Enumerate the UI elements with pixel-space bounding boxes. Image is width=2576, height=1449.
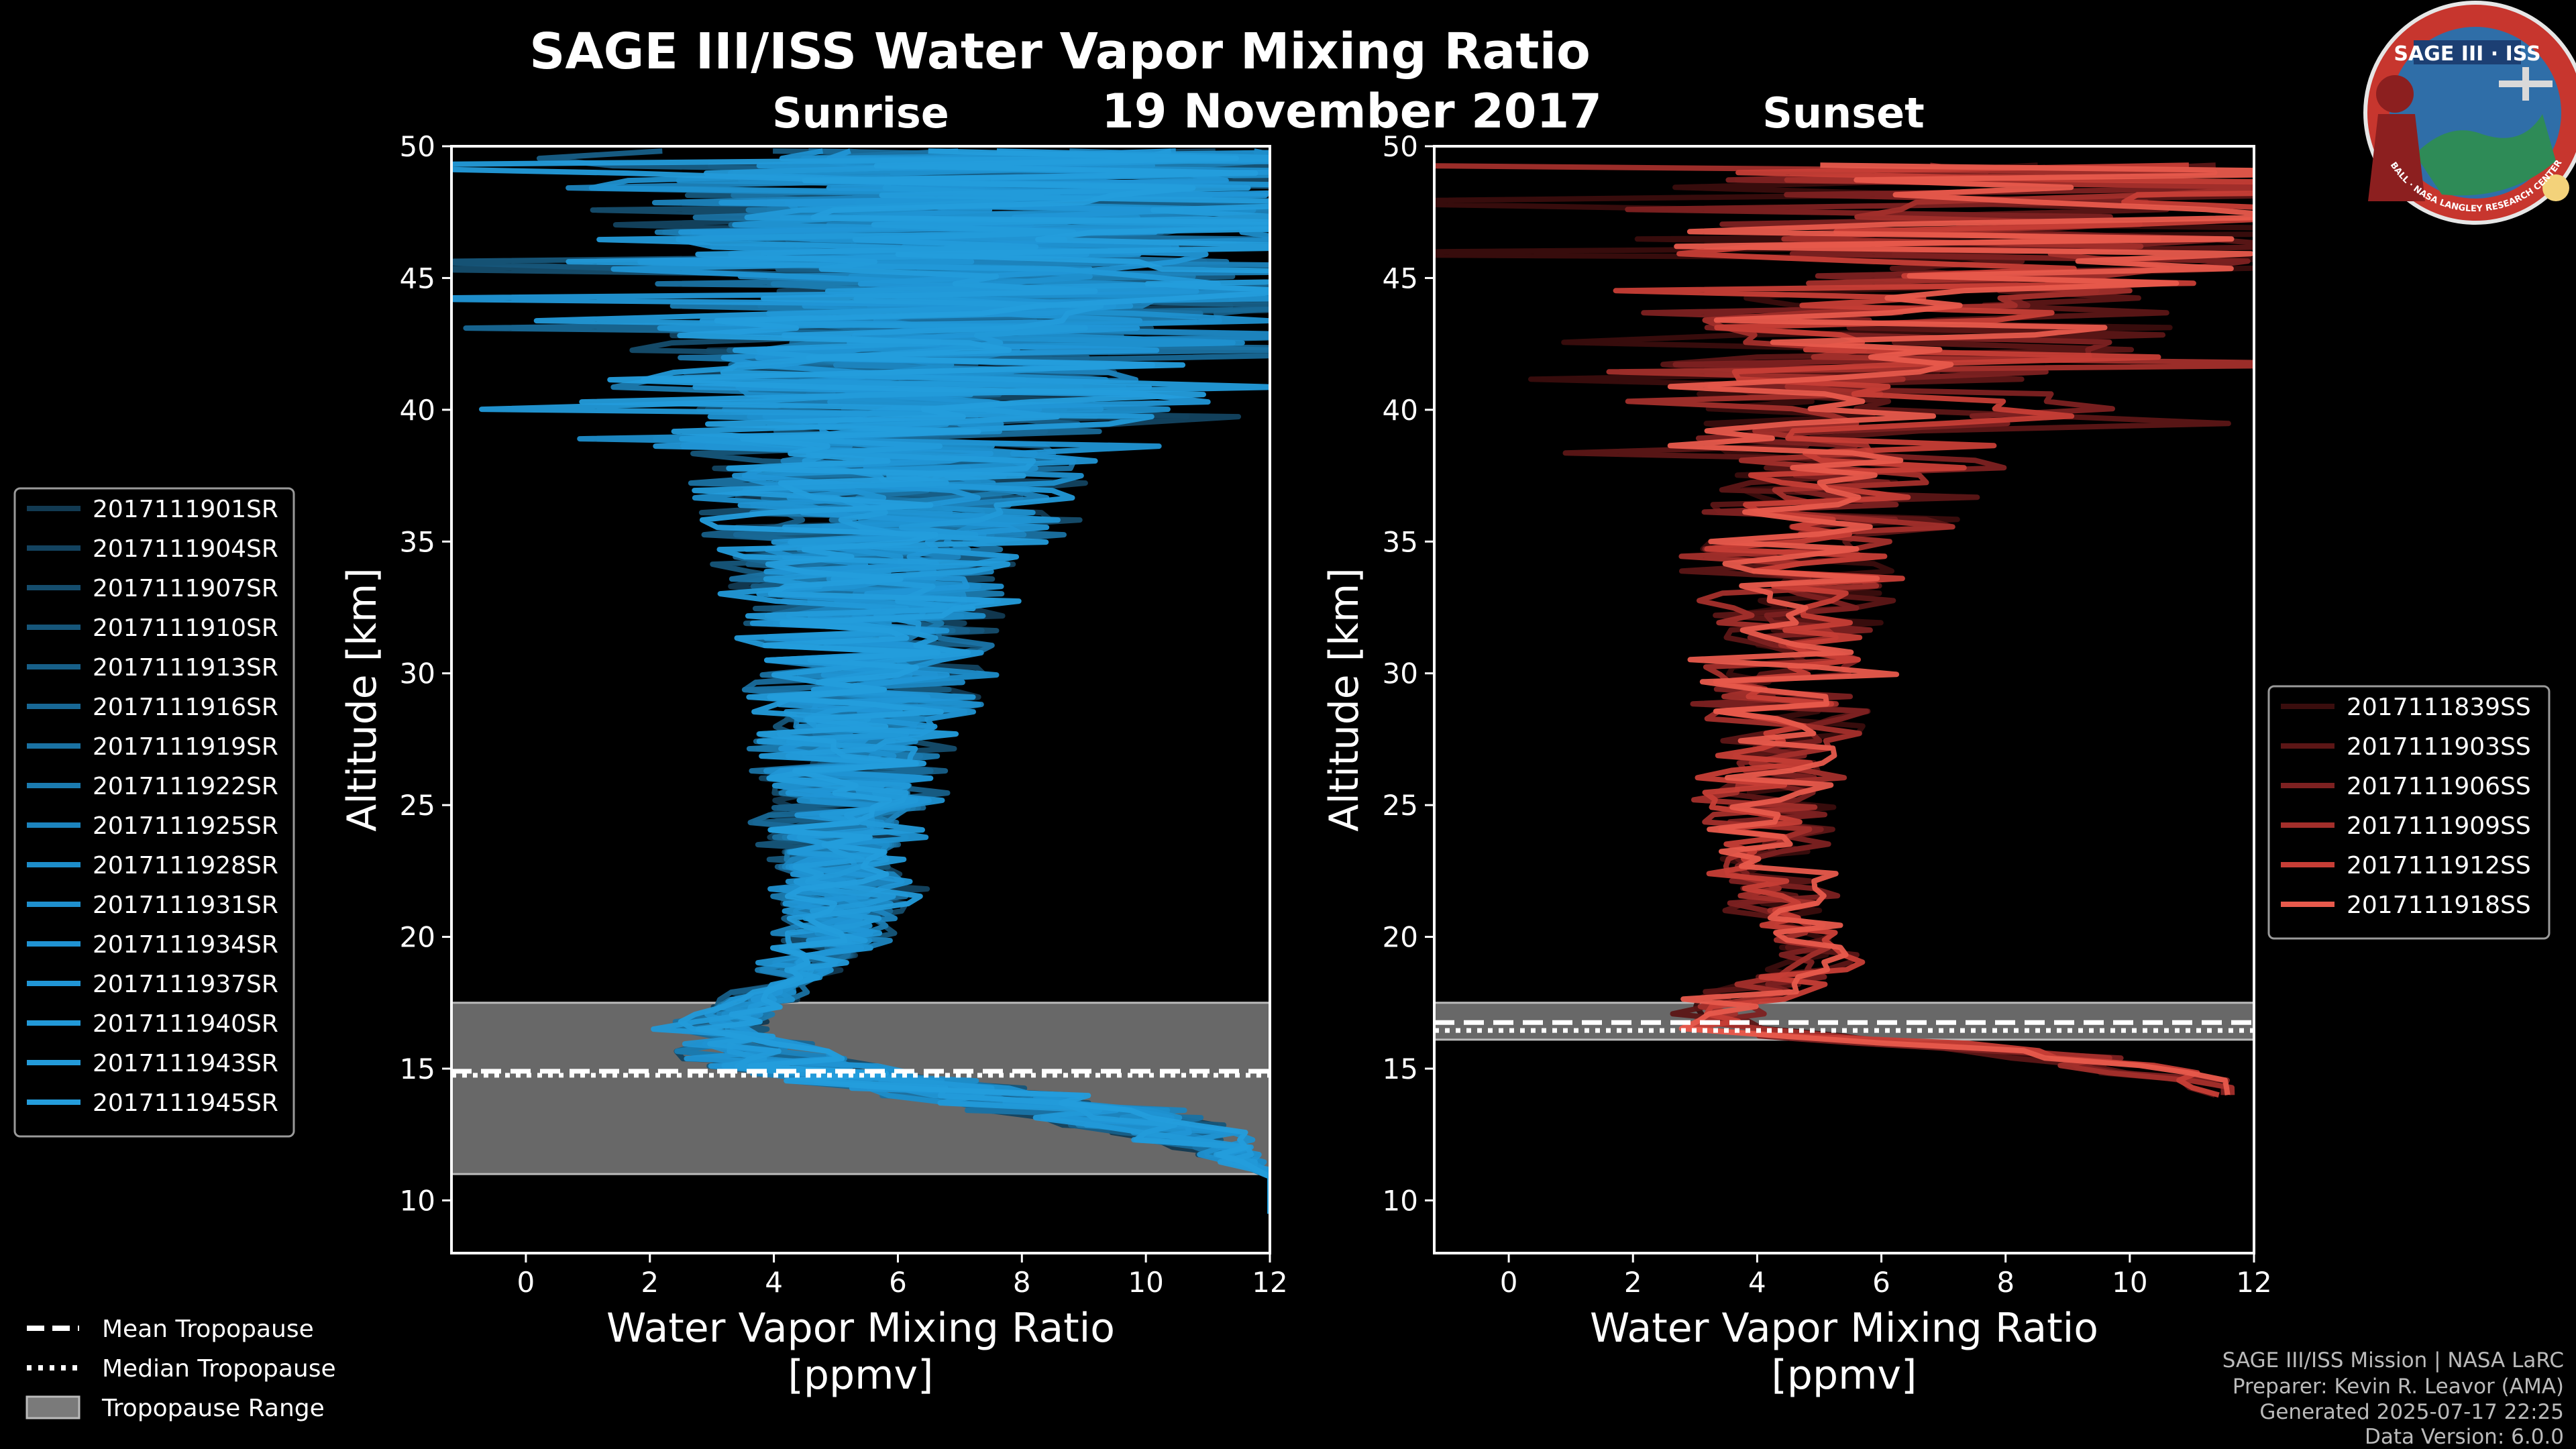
legend-label-2017111839SS: 2017111839SS <box>2347 694 2531 721</box>
y-tick-label: 40 <box>1383 394 1418 427</box>
legend-label-2017111943SR: 2017111943SR <box>93 1050 278 1077</box>
profile-line-2017111909SS <box>1434 163 2254 1095</box>
y-tick-label: 45 <box>400 262 435 294</box>
legend-label-2017111918SS: 2017111918SS <box>2347 892 2531 919</box>
legend-label-2017111906SS: 2017111906SS <box>2347 773 2531 800</box>
profile-line-2017111912SS <box>1613 162 2254 1098</box>
sunrise-plot-area <box>451 148 1270 1214</box>
sunset-legend: 2017111839SS 2017111903SS 2017111906SS 2017… <box>2267 685 2551 940</box>
credit-generated: Generated 2025-07-17 22:25 <box>2259 1400 2564 1424</box>
legend-label-2017111934SR: 2017111934SR <box>93 931 278 959</box>
x-tick-label: 12 <box>2236 1266 2271 1299</box>
legend-label-2017111925SR: 2017111925SR <box>93 812 278 840</box>
sunrise-xlabel-line2: [ppmv] <box>788 1352 934 1399</box>
sunrise-ylabel: Altitude [km] <box>339 568 386 832</box>
x-tick-label: 10 <box>2112 1266 2147 1299</box>
x-tick-label: 0 <box>1500 1266 1518 1299</box>
sunset-plot-area <box>1434 162 2254 1098</box>
y-tick-label: 15 <box>400 1053 435 1085</box>
y-tick-label: 30 <box>1383 657 1418 690</box>
x-tick-label: 4 <box>1748 1266 1766 1299</box>
sunrise-legend: 2017111901SR 2017111904SR 2017111907SR 2017… <box>13 487 295 1138</box>
x-tick-label: 10 <box>1128 1266 1163 1299</box>
y-tick-label: 20 <box>400 921 435 954</box>
sunrise-axes-frame <box>450 145 1271 1254</box>
legend-label-2017111937SR: 2017111937SR <box>93 971 278 998</box>
legend-label-2017111907SR: 2017111907SR <box>93 575 278 602</box>
sunrise-ticks: 0 2 4 6 8 10 12 10 15 20 25 30 35 40 45 50 <box>400 130 1288 1299</box>
y-tick-label: 35 <box>1383 525 1418 558</box>
x-tick-label: 8 <box>1013 1266 1031 1299</box>
legend-range-swatch <box>25 1395 80 1419</box>
sunset-xlabel-line1: Water Vapor Mixing Ratio <box>1590 1305 2098 1352</box>
logo-text: SAGE III · ISS <box>2394 42 2540 66</box>
y-tick-label: 25 <box>1383 789 1418 822</box>
legend-label-patch: Tropopause Range <box>101 1395 325 1422</box>
legend-label-2017111916SR: 2017111916SR <box>93 694 278 721</box>
sage-figure-icon <box>2376 75 2414 113</box>
credit-mission: SAGE III/ISS Mission | NASA LaRC <box>2222 1348 2564 1373</box>
y-tick-label: 40 <box>400 394 435 427</box>
legend-label-2017111903SS: 2017111903SS <box>2347 733 2531 761</box>
sunset-chart: 0 2 4 6 8 10 12 10 15 20 25 30 35 40 45 50 Water Vapor … <box>1321 130 2272 1399</box>
legend-label-2017111904SR: 2017111904SR <box>93 535 278 563</box>
sunset-ticks: 0 2 4 6 8 10 12 10 15 20 25 30 35 40 45 50 <box>1383 130 2272 1299</box>
legend-label-2017111919SR: 2017111919SR <box>93 733 278 761</box>
legend-label-2017111913SR: 2017111913SR <box>93 654 278 682</box>
sunset-ylabel: Altitude [km] <box>1321 568 1368 832</box>
x-tick-label: 4 <box>765 1266 783 1299</box>
sun-icon <box>2542 174 2569 201</box>
sunrise-chart: 0 2 4 6 8 10 12 10 15 20 25 30 35 40 45 50 Water Vapor … <box>339 130 1288 1399</box>
sunset-label: Sunset <box>1762 89 1925 138</box>
y-tick-label: 50 <box>1383 130 1418 163</box>
sunset-xlabel-line2: [ppmv] <box>1772 1352 1917 1399</box>
tropopause-legend: Mean Tropopause Median Tropopause Tropopau… <box>25 1316 336 1422</box>
legend-label-2017111901SR: 2017111901SR <box>93 496 278 523</box>
x-tick-label: 0 <box>517 1266 535 1299</box>
legend-label-2017111910SR: 2017111910SR <box>93 614 278 642</box>
legend-label-dotted: Median Tropopause <box>102 1355 336 1383</box>
y-tick-label: 35 <box>400 525 435 558</box>
x-tick-label: 6 <box>889 1266 907 1299</box>
legend-label-2017111922SR: 2017111922SR <box>93 773 278 800</box>
profile-line-2017111918SS <box>1667 162 2254 1095</box>
legend-label-dashed: Mean Tropopause <box>102 1316 314 1343</box>
y-tick-label: 25 <box>400 789 435 822</box>
profile-line-2017111945SR <box>607 148 1270 1214</box>
main-title: SAGE III/ISS Water Vapor Mixing Ratio <box>529 23 1591 80</box>
credit-version: Data Version: 6.0.0 <box>2365 1425 2564 1449</box>
sunrise-label: Sunrise <box>772 89 949 138</box>
y-tick-label: 30 <box>400 657 435 690</box>
y-tick-label: 45 <box>1383 262 1418 294</box>
credit-preparer: Preparer: Kevin R. Leavor (AMA) <box>2233 1375 2564 1399</box>
legend-frame <box>2267 685 2551 940</box>
x-tick-label: 12 <box>1252 1266 1287 1299</box>
legend-label-2017111912SS: 2017111912SS <box>2347 852 2531 879</box>
y-tick-label: 20 <box>1383 921 1418 954</box>
legend-label-2017111928SR: 2017111928SR <box>93 852 278 879</box>
date-label: 19 November 2017 <box>1102 84 1602 139</box>
legend-frame <box>13 487 295 1138</box>
sunrise-xlabel-line1: Water Vapor Mixing Ratio <box>606 1305 1115 1352</box>
x-tick-label: 8 <box>1996 1266 2015 1299</box>
sunset-axes-frame <box>1433 145 2255 1254</box>
y-tick-label: 10 <box>400 1184 435 1217</box>
y-tick-label: 15 <box>1383 1053 1418 1085</box>
legend-label-2017111945SR: 2017111945SR <box>93 1089 278 1117</box>
x-tick-label: 2 <box>1624 1266 1642 1299</box>
y-tick-label: 10 <box>1383 1184 1418 1217</box>
x-tick-label: 6 <box>1872 1266 1890 1299</box>
legend-label-2017111931SR: 2017111931SR <box>93 892 278 919</box>
y-tick-label: 50 <box>400 130 435 163</box>
legend-label-2017111940SR: 2017111940SR <box>93 1010 278 1038</box>
x-tick-label: 2 <box>641 1266 659 1299</box>
earth-icon <box>2415 114 2556 196</box>
legend-label-2017111909SS: 2017111909SS <box>2347 812 2531 840</box>
